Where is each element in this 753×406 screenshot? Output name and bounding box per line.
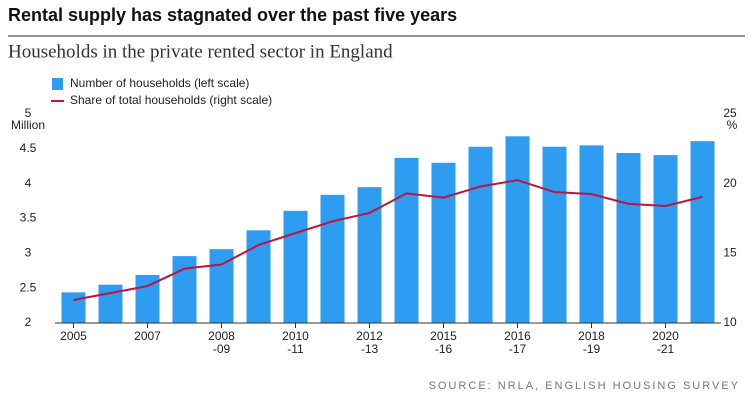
bar	[579, 145, 604, 323]
y2-tick-label: 20	[723, 176, 737, 190]
x-tick-label: 2008 -09	[208, 329, 235, 356]
bar	[616, 153, 641, 323]
bar	[542, 146, 567, 323]
bar	[653, 155, 678, 323]
y-tick-label: 4.5	[20, 141, 37, 155]
y-tick-label: 4	[25, 176, 32, 190]
y2-tick-label: 10	[723, 315, 737, 329]
bar	[468, 146, 493, 323]
y-tick-label: 3	[25, 246, 32, 260]
x-tick-label: 2016 -17	[504, 329, 531, 356]
y2-unit: %	[727, 118, 738, 132]
bar	[320, 194, 345, 323]
bar	[394, 157, 419, 323]
bar	[61, 292, 86, 323]
bar	[172, 256, 197, 323]
chart-title: Rental supply has stagnated over the pas…	[8, 5, 457, 25]
x-tick-label: 2018 -19	[578, 329, 605, 356]
y-tick-label: 3.5	[20, 211, 37, 225]
bar	[209, 249, 234, 323]
x-tick-label: 2007	[134, 329, 161, 343]
x-tick-label: 2020 -21	[652, 329, 679, 356]
bar	[431, 162, 456, 323]
y-tick-label: 2.5	[20, 280, 37, 294]
x-tick-label: 2012 -13	[356, 329, 383, 356]
bar	[505, 136, 530, 323]
x-tick-label: 2010 -11	[282, 329, 309, 356]
legend-label: Number of households (left scale)	[70, 76, 249, 90]
y2-tick-label: 15	[723, 246, 737, 260]
bar	[283, 210, 308, 323]
x-tick-label: 2005	[60, 329, 87, 343]
source: SOURCE: NRLA, ENGLISH HOUSING SURVEY	[429, 380, 740, 392]
y-unit: Million	[11, 118, 45, 132]
x-tick-label: 2015 -16	[430, 329, 457, 356]
chart-subtitle: Households in the private rented sector …	[8, 41, 393, 62]
y-tick-label: 5	[25, 106, 32, 120]
bar	[690, 141, 715, 323]
line	[73, 179, 703, 301]
bar	[98, 284, 123, 323]
legend-swatch	[52, 78, 63, 90]
y2-tick-label: 25	[723, 106, 737, 120]
legend-label: Share of total households (right scale)	[70, 93, 272, 107]
y-tick-label: 2	[25, 315, 32, 329]
